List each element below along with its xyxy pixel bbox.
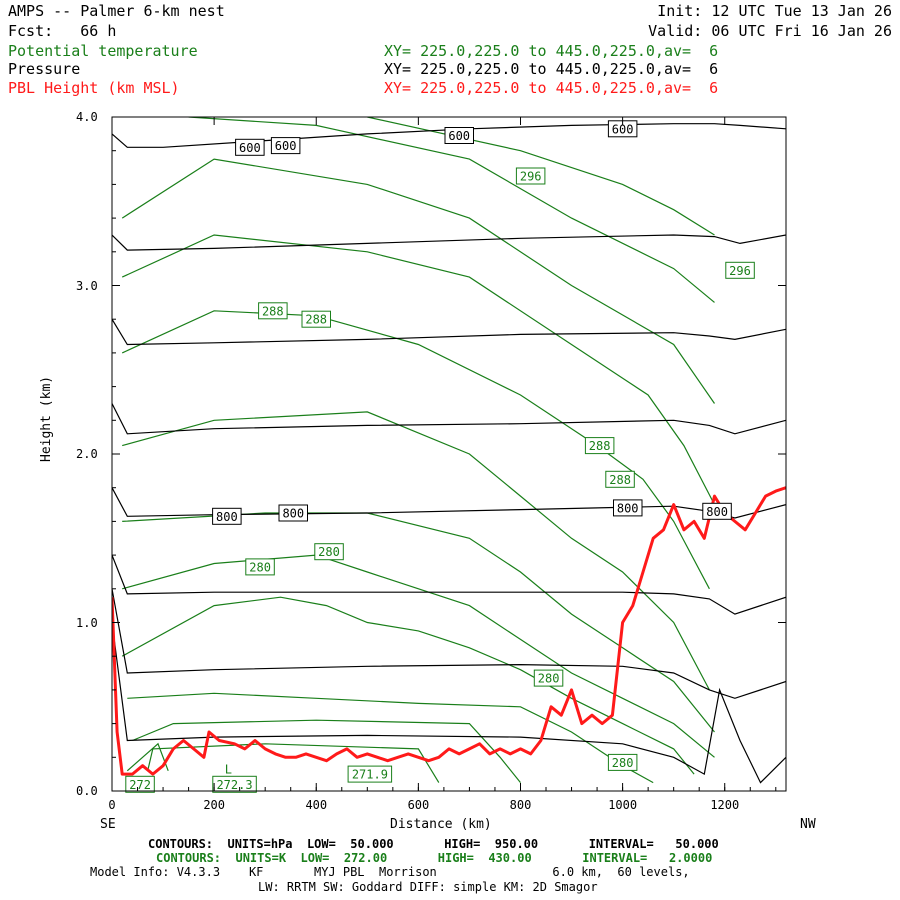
pressure-contour-750 bbox=[112, 403, 786, 435]
contour-label-text: 800 bbox=[706, 505, 728, 519]
theta-contour-274 bbox=[147, 743, 440, 783]
contour-label-18: 272 bbox=[125, 775, 155, 793]
field-xy-theta: XY= 225.0,225.0 to 445.0,225.0,av= 6 bbox=[384, 42, 719, 60]
y-tick-label: 0.0 bbox=[76, 784, 98, 798]
contour-label-12: 288 bbox=[584, 437, 615, 455]
field-xy-pressure: XY= 225.0,225.0 to 445.0,225.0,av= 6 bbox=[384, 60, 719, 78]
contour-label-text: 288 bbox=[305, 313, 327, 327]
init-time: Init: 12 UTC Tue 13 Jan 26 bbox=[657, 2, 892, 20]
pressure-contour-700 bbox=[112, 318, 786, 346]
contour-label-14: 280 bbox=[245, 558, 275, 576]
contour-label-6: 800 bbox=[613, 499, 643, 517]
contour-label-text: L bbox=[225, 763, 232, 777]
theta-contour-282 bbox=[122, 554, 715, 758]
field-name-pressure: Pressure bbox=[8, 60, 81, 78]
footer-physics-info: LW: RRTM SW: Goddard DIFF: simple KM: 2D… bbox=[258, 880, 598, 894]
contour-label-text: 600 bbox=[239, 141, 261, 155]
field-name-pbl: PBL Height (km MSL) bbox=[8, 79, 180, 97]
contour-label-text: 800 bbox=[216, 510, 238, 524]
pressure-contour-950 bbox=[112, 622, 786, 784]
contour-label-text: 296 bbox=[520, 170, 542, 184]
y-tick-label: 1.0 bbox=[76, 615, 98, 630]
contour-label-7: 800 bbox=[702, 502, 732, 520]
contour-label-text: 296 bbox=[729, 264, 751, 278]
chart-title: AMPS -- Palmer 6-km nest bbox=[8, 2, 225, 20]
contour-label-2: 600 bbox=[444, 127, 474, 144]
contour-label-5: 800 bbox=[278, 504, 308, 522]
theta-contour-294 bbox=[188, 117, 715, 303]
contour-label-16: 280 bbox=[533, 669, 564, 687]
contour-label-4: 800 bbox=[212, 507, 242, 525]
y-axis-label: Height (km) bbox=[39, 375, 54, 462]
contour-label-10: 288 bbox=[258, 302, 288, 320]
x-tick-label: 200 bbox=[203, 798, 225, 812]
contour-label-19: 271.9 bbox=[347, 765, 393, 783]
x-tick-label: 800 bbox=[509, 798, 532, 812]
contour-label-9: 296 bbox=[725, 261, 755, 279]
contour-label-text: 288 bbox=[609, 473, 631, 487]
y-tick-label: 2.0 bbox=[76, 447, 98, 461]
theta-contour-288 bbox=[121, 310, 710, 590]
contour-label-text: 800 bbox=[617, 501, 639, 515]
x-axis-left-end-label: SE bbox=[100, 817, 116, 832]
theta-contour-286 bbox=[122, 411, 710, 691]
contour-label-text: 280 bbox=[612, 756, 634, 770]
theta-contours bbox=[121, 117, 716, 784]
forecast-hour: Fcst: 66 h bbox=[8, 22, 117, 40]
contour-label-text: 600 bbox=[448, 129, 470, 143]
x-tick-label: 0 bbox=[108, 798, 116, 812]
contour-label-3: 600 bbox=[607, 120, 638, 138]
contour-label-0: 600 bbox=[235, 138, 265, 156]
y-tick-label: 3.0 bbox=[76, 278, 98, 293]
theta-contour-290 bbox=[121, 234, 716, 505]
contour-label-text: 600 bbox=[275, 139, 297, 153]
contour-label-13: 288 bbox=[605, 470, 635, 488]
plot-frame bbox=[111, 116, 787, 792]
axis-ticks bbox=[111, 116, 786, 792]
footer-theta-contours: CONTOURS: UNITS=K LOW= 272.00 HIGH= 430.… bbox=[156, 851, 713, 865]
contour-label-text: 600 bbox=[612, 122, 634, 136]
x-tick-label: 1000 bbox=[608, 798, 638, 812]
field-name-theta: Potential temperature bbox=[8, 42, 198, 60]
theta-contour-292 bbox=[121, 158, 715, 404]
contour-label-text: 280 bbox=[249, 560, 271, 574]
theta-contour-276 bbox=[132, 719, 521, 783]
x-axis-label: Distance (km) bbox=[390, 817, 492, 832]
footer-pressure-contours: CONTOURS: UNITS=hPa LOW= 50.000 HIGH= 95… bbox=[148, 837, 719, 851]
field-xy-pbl: XY= 225.0,225.0 to 445.0,225.0,av= 6 bbox=[384, 79, 719, 97]
theta-contour-272 bbox=[126, 742, 169, 772]
contour-label-17: 280 bbox=[607, 753, 638, 771]
contour-label-15: 280 bbox=[314, 543, 344, 561]
x-tick-label: 400 bbox=[305, 798, 328, 812]
x-axis-right-end-label: NW bbox=[800, 817, 816, 832]
theta-contour-280 bbox=[121, 596, 695, 775]
pressure-contour-850 bbox=[112, 554, 786, 615]
pbl-height-series bbox=[112, 486, 786, 776]
contour-label-text: 271.9 bbox=[352, 768, 388, 782]
x-tick-label: 600 bbox=[407, 798, 430, 812]
footer-model-info: Model Info: V4.3.3 KF MYJ PBL Morrison 6… bbox=[90, 865, 690, 879]
contour-label-text: 800 bbox=[282, 507, 304, 521]
contour-label-11: 288 bbox=[301, 310, 331, 328]
pressure-contour-650 bbox=[112, 234, 786, 251]
pressure-contours bbox=[112, 123, 786, 784]
x-tick-label: 1200 bbox=[710, 798, 740, 812]
pressure-contour-900 bbox=[112, 588, 786, 699]
contour-label-text: 288 bbox=[262, 304, 284, 318]
contour-label-text: 280 bbox=[538, 672, 560, 686]
contour-labels: 600 600 600 600 800 800 800 800 296 296 288 288 288 2… bbox=[125, 120, 755, 793]
contour-label-text: 280 bbox=[318, 545, 340, 559]
contour-label-text: 272 bbox=[129, 778, 151, 792]
contour-label-text: 272.3 bbox=[216, 778, 252, 792]
y-tick-label: 4.0 bbox=[76, 110, 98, 124]
contour-label-20: 272.3 bbox=[212, 775, 257, 793]
contour-label-21: L bbox=[225, 763, 232, 777]
contour-label-1: 600 bbox=[270, 137, 301, 155]
contour-label-8: 296 bbox=[515, 167, 546, 185]
valid-time: Valid: 06 UTC Fri 16 Jan 26 bbox=[648, 22, 892, 40]
pbl-height-line bbox=[112, 486, 786, 776]
contour-label-text: 288 bbox=[589, 439, 611, 453]
